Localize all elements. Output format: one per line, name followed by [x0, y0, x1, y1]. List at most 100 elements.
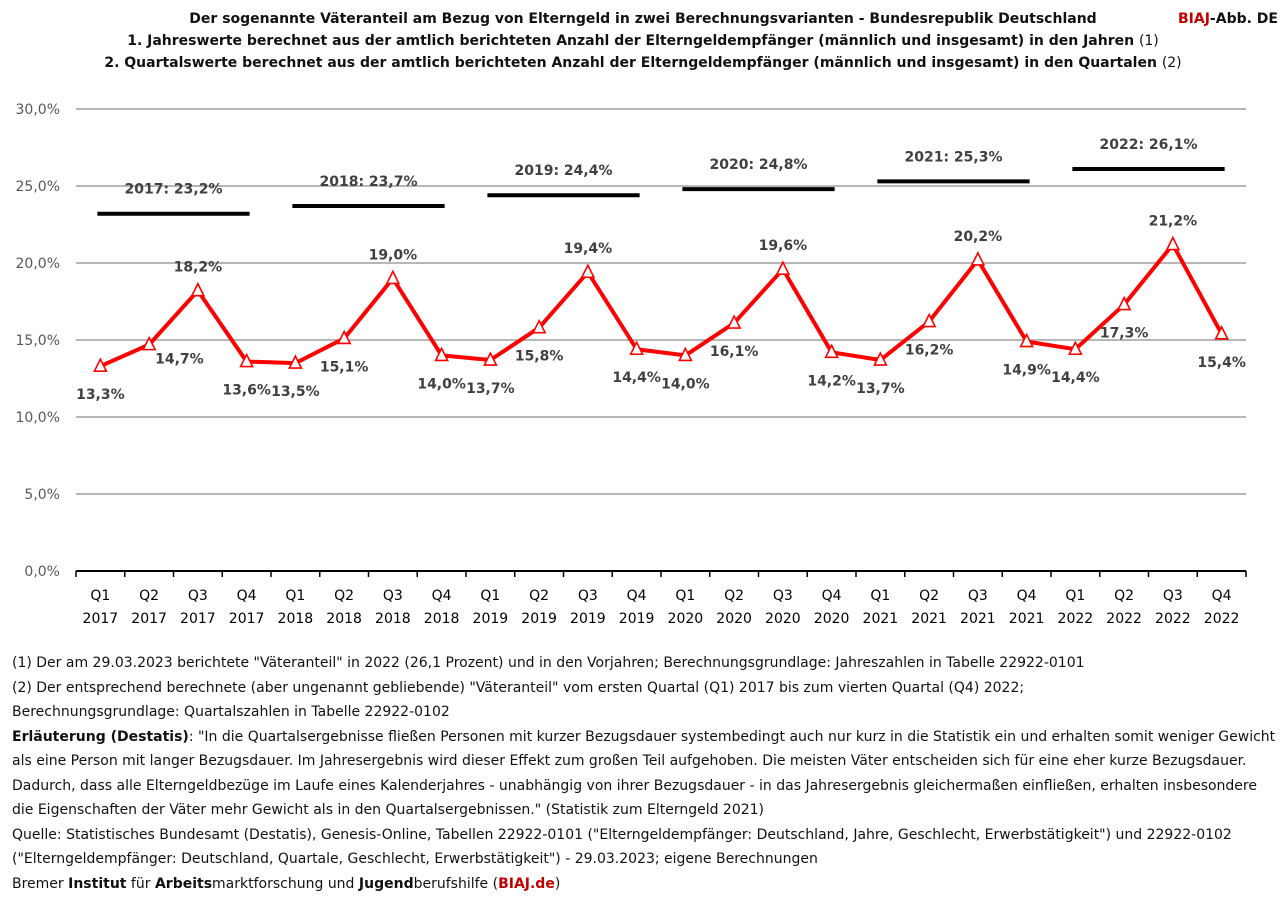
data-label: 14,7%: [155, 352, 204, 368]
data-point-marker: [1165, 235, 1181, 251]
data-label: 13,7%: [466, 381, 515, 397]
data-point-marker: [726, 314, 742, 329]
x-tick-label-year: 2017: [229, 611, 265, 627]
chart-header: Der sogenannte Väteranteil am Bezug von …: [0, 8, 1286, 74]
x-tick-label-year: 2020: [814, 611, 850, 627]
x-tick-label-quarter: Q3: [578, 588, 598, 604]
data-point-marker: [531, 318, 547, 334]
data-point-marker: [288, 354, 303, 369]
inst-part-3: marktforschung und: [212, 875, 359, 892]
x-tick-label-quarter: Q4: [822, 588, 842, 604]
subtitle-2-text: 2. Quartalswerte berechnet aus der amtli…: [104, 55, 1157, 71]
data-point-marker: [141, 335, 157, 351]
x-tick-label-quarter: Q2: [724, 588, 744, 604]
inst-part-4: berufshilfe (: [413, 875, 499, 892]
data-point-marker: [336, 329, 352, 345]
x-tick-label-year: 2019: [521, 611, 557, 627]
x-tick-label-year: 2022: [1106, 611, 1142, 627]
x-tick-label-year: 2018: [326, 611, 362, 627]
x-tick-label-year: 2022: [1058, 611, 1094, 627]
data-point-marker: [1019, 332, 1034, 348]
x-tick-label-year: 2021: [911, 611, 947, 627]
x-tick-label-quarter: Q2: [919, 588, 939, 604]
x-tick-label-quarter: Q2: [334, 588, 354, 604]
x-tick-label-quarter: Q3: [968, 588, 988, 604]
source-note: Quelle: Statistisches Bundesamt (Destati…: [12, 826, 1232, 868]
data-point-marker: [580, 263, 596, 279]
annual-label: 2022: 26,1%: [1099, 137, 1197, 153]
data-label: 16,2%: [905, 343, 954, 359]
data-label: 20,2%: [954, 229, 1003, 245]
explanation-text: : "In die Quartalsergebnisse fließen Per…: [12, 728, 1276, 819]
chart-subtitle-1: 1. Jahreswerte berechnet aus der amtlich…: [0, 30, 1286, 52]
data-label: 14,0%: [417, 376, 466, 392]
data-point-marker: [1116, 295, 1132, 311]
subtitle-2-ref: (2): [1161, 55, 1182, 71]
x-tick-label-year: 2017: [180, 611, 216, 627]
footnote-3: Berechnungsgrundlage: Quartalszahlen in …: [12, 704, 450, 720]
footnotes: (1) Der am 29.03.2023 berichtete "Vätera…: [12, 651, 1278, 896]
subtitle-1-text: 1. Jahreswerte berechnet aus der amtlich…: [127, 33, 1135, 49]
x-tick-label-quarter: Q2: [139, 588, 159, 604]
data-label: 14,0%: [661, 376, 710, 392]
x-tick-label-quarter: Q1: [285, 588, 305, 604]
annual-label: 2018: 23,7%: [319, 174, 417, 190]
data-label: 14,4%: [612, 370, 661, 386]
x-tick-label-quarter: Q4: [1017, 588, 1037, 604]
inst-part-1: Bremer: [12, 875, 69, 892]
inst-bold-3: Jugend: [358, 875, 414, 892]
inst-bold-1: Institut: [68, 875, 127, 892]
data-label: 13,7%: [856, 381, 905, 397]
x-tick-label-quarter: Q3: [1163, 588, 1183, 604]
x-tick-label-year: 2019: [619, 611, 655, 627]
quarterly-line: [99, 242, 1224, 369]
biaj-link[interactable]: BIAJ.de: [498, 875, 555, 892]
data-label: 16,1%: [710, 344, 759, 360]
brand-red: BIAJ: [1177, 11, 1210, 27]
data-point-marker: [190, 281, 206, 297]
data-point-marker: [434, 346, 449, 362]
annual-label: 2021: 25,3%: [904, 149, 1002, 165]
x-tick-label-year: 2021: [960, 611, 996, 627]
y-tick-label: 25,0%: [16, 179, 60, 195]
data-point-marker: [385, 269, 401, 285]
chart-subtitle-2: 2. Quartalswerte berechnet aus der amtli…: [0, 52, 1286, 74]
chart-title: Der sogenannte Väteranteil am Bezug von …: [189, 11, 1097, 27]
y-tick-label: 10,0%: [16, 410, 60, 426]
annual-label: 2019: 24,4%: [514, 163, 612, 179]
x-tick-label-quarter: Q1: [90, 588, 110, 604]
data-label: 14,4%: [1051, 370, 1100, 386]
footnote-1: (1) Der am 29.03.2023 berichtete "Vätera…: [12, 655, 1085, 671]
brand-label: BIAJ-Abb. DE: [1178, 8, 1278, 30]
data-point-marker: [239, 352, 254, 368]
line-chart: 0,0% 5,0% 10,0% 15,0% 20,0% 25,0% 30,0% Q1 2017 Q…: [16, 102, 1247, 627]
data-label: 21,2%: [1149, 214, 1198, 230]
data-label: 13,6%: [222, 383, 271, 399]
x-tick-label-year: 2020: [716, 611, 752, 627]
x-tick-label-year: 2018: [278, 611, 314, 627]
explanation-label: Erläuterung (Destatis): [12, 728, 189, 745]
x-tick-label-quarter: Q4: [627, 588, 647, 604]
x-tick-label-quarter: Q1: [675, 588, 695, 604]
data-point-marker: [93, 357, 108, 372]
x-tick-label-quarter: Q4: [237, 588, 257, 604]
x-tick-label-quarter: Q3: [383, 588, 403, 604]
x-tick-label-quarter: Q1: [480, 588, 500, 604]
brand-rest: -Abb. DE: [1209, 11, 1278, 27]
data-point-marker: [775, 260, 791, 275]
data-label: 19,4%: [564, 241, 613, 257]
annual-label: 2017: 23,2%: [124, 182, 222, 198]
x-tick-label-year: 2017: [83, 611, 119, 627]
data-label: 19,0%: [369, 247, 418, 263]
data-point-marker: [970, 251, 986, 266]
x-tick-label-year: 2022: [1155, 611, 1191, 627]
annual-label: 2020: 24,8%: [709, 157, 807, 173]
x-tick-label-quarter: Q2: [529, 588, 549, 604]
inst-part-5: ): [554, 875, 561, 892]
x-tick-label-quarter: Q3: [773, 588, 793, 604]
data-point-marker: [629, 340, 644, 356]
inst-bold-2: Arbeits: [154, 875, 213, 892]
y-tick-label: 20,0%: [16, 256, 60, 272]
x-tick-label-year: 2019: [473, 611, 509, 627]
data-label: 15,8%: [515, 349, 564, 365]
